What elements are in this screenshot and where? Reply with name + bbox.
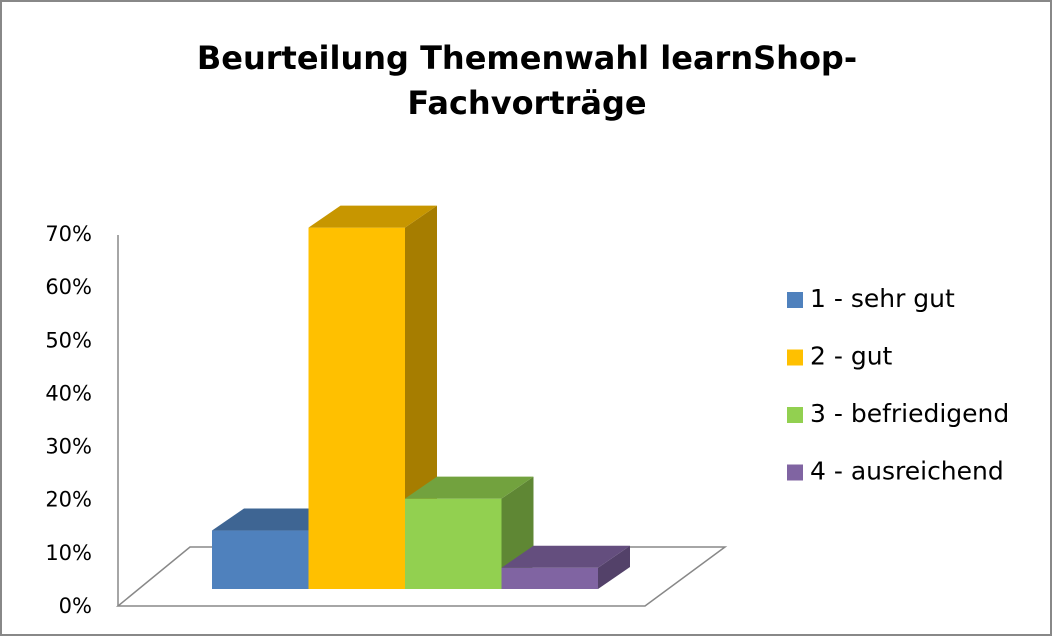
legend-label: 3 - befriedigend bbox=[810, 399, 1009, 428]
y-tick-label: 50% bbox=[45, 328, 92, 352]
bar bbox=[308, 227, 405, 589]
y-tick-label: 30% bbox=[45, 435, 92, 459]
bar bbox=[212, 530, 309, 589]
legend-label: 4 - ausreichend bbox=[810, 457, 1004, 486]
legend-label: 2 - gut bbox=[810, 342, 893, 371]
bar-top bbox=[308, 205, 437, 228]
floor bbox=[115, 546, 728, 607]
legend-swatch bbox=[787, 292, 803, 308]
bar-top bbox=[405, 476, 534, 499]
bar bbox=[501, 567, 598, 589]
y-tick-label: 60% bbox=[45, 275, 92, 299]
bar bbox=[405, 498, 502, 589]
y-tick-label: 10% bbox=[45, 541, 92, 565]
bar-side bbox=[598, 545, 630, 589]
y-tick-label: 20% bbox=[45, 488, 92, 512]
legend-swatch bbox=[787, 464, 803, 481]
chart-title: Fachvorträge bbox=[407, 84, 646, 122]
legend-label: 1 - sehr gut bbox=[810, 284, 955, 313]
legend-swatch bbox=[787, 349, 803, 366]
y-tick-label: 0% bbox=[59, 594, 92, 618]
bar-top bbox=[501, 545, 630, 568]
chart-title: Beurteilung Themenwahl learnShop- bbox=[197, 39, 857, 77]
bar-top bbox=[212, 508, 341, 531]
y-tick-label: 40% bbox=[45, 381, 92, 405]
legend-swatch bbox=[787, 407, 803, 423]
y-tick-label: 70% bbox=[45, 222, 92, 246]
